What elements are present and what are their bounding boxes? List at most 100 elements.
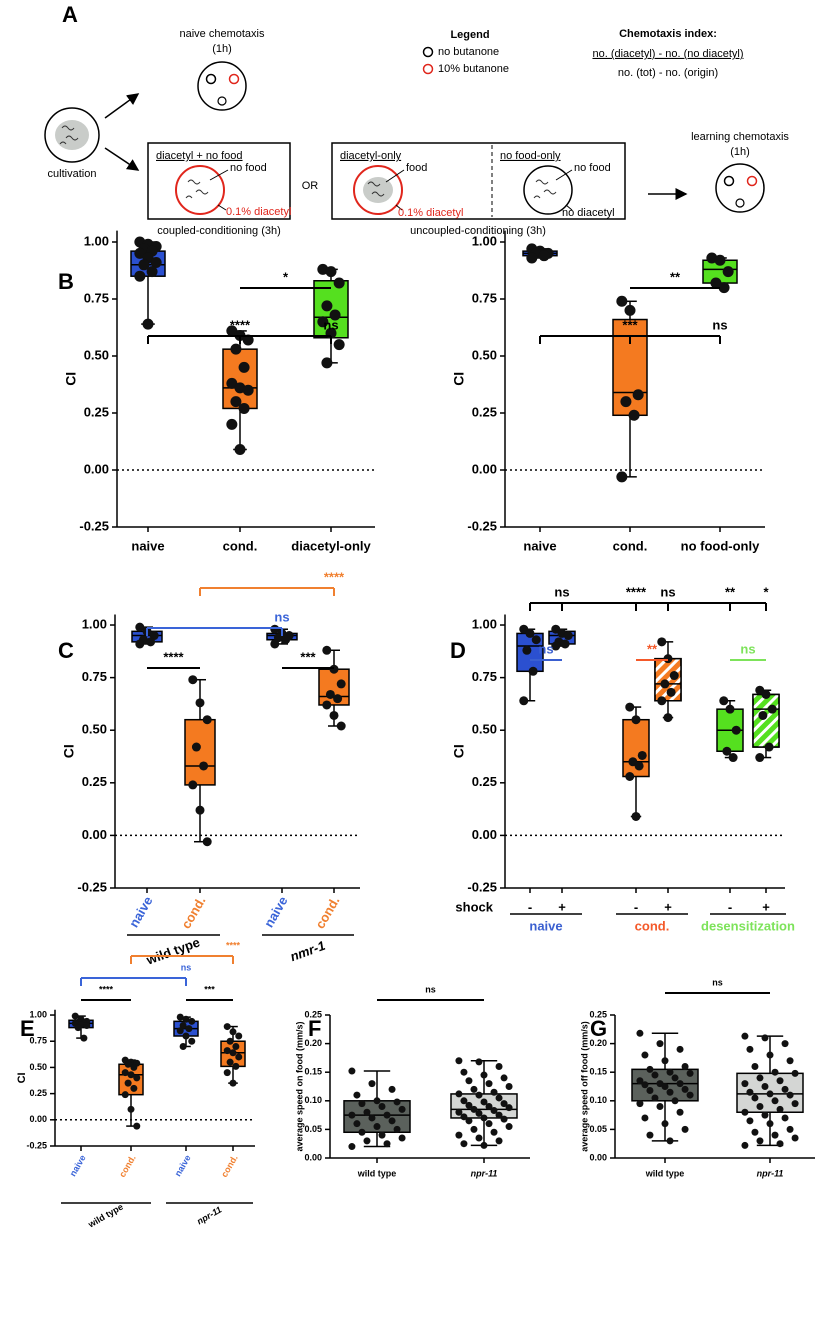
- y-axis-label: CI: [451, 744, 467, 758]
- point: [666, 1088, 674, 1096]
- legend-swatch: [422, 46, 434, 58]
- point: [636, 1077, 644, 1085]
- point: [751, 1128, 759, 1136]
- point: [776, 1105, 784, 1113]
- y-axis-label: CI: [16, 1072, 28, 1083]
- point: [490, 1107, 498, 1115]
- point: [671, 1074, 679, 1082]
- point: [761, 689, 771, 699]
- dish: [197, 61, 247, 111]
- y-tick-label: 0.25: [29, 1088, 47, 1098]
- point: [764, 742, 774, 752]
- point: [656, 1103, 664, 1111]
- point: [281, 635, 291, 645]
- x-tick-label: cond.: [219, 1153, 240, 1179]
- point: [146, 266, 158, 278]
- point: [202, 837, 212, 847]
- point: [725, 704, 735, 714]
- significance-label: ns: [740, 641, 755, 656]
- text: naive chemotaxis: [180, 28, 265, 40]
- spot: [205, 73, 217, 85]
- point: [669, 671, 679, 681]
- chart: B CI -0.25 0.00 0.25 0.50 0.75 1.00 naive cond. di…: [58, 230, 375, 553]
- point: [460, 1140, 468, 1148]
- point: [781, 1085, 789, 1093]
- significance-label: ns: [538, 641, 553, 656]
- point: [485, 1080, 493, 1088]
- point: [226, 1037, 234, 1045]
- point: [455, 1090, 463, 1098]
- group-label: nmr-1: [288, 938, 327, 964]
- x-row-label: shock: [455, 899, 493, 914]
- y-tick-label: 0.25: [589, 1009, 607, 1019]
- point: [681, 1125, 689, 1133]
- point: [150, 257, 162, 269]
- significance-label: ns: [181, 962, 192, 972]
- point: [135, 622, 145, 632]
- point: [641, 1114, 649, 1122]
- x-tick-label: +: [762, 899, 770, 914]
- y-tick-label: 0.05: [589, 1124, 607, 1134]
- point: [616, 295, 628, 307]
- point: [632, 389, 644, 401]
- text: OR: [302, 180, 319, 192]
- x-tick-label: +: [558, 899, 566, 914]
- point: [475, 1058, 483, 1066]
- x-tick-label: naive: [173, 1153, 193, 1178]
- point: [223, 1023, 231, 1031]
- point: [495, 1094, 503, 1102]
- x-tick-label: -: [728, 899, 732, 914]
- y-tick-label: -0.25: [26, 1140, 47, 1150]
- significance-label: ****: [230, 317, 251, 332]
- x-tick-label: naive: [261, 894, 291, 930]
- chart: D CI -0.25 0.00 0.25 0.50 0.75 1.00 - + - + - + shock n…: [450, 584, 795, 933]
- significance-label: ***: [300, 649, 316, 664]
- point: [485, 1120, 493, 1128]
- point: [657, 696, 667, 706]
- point: [455, 1131, 463, 1139]
- point: [333, 694, 343, 704]
- point: [134, 247, 146, 259]
- x-tick-label: cond.: [613, 538, 648, 553]
- panel-label: D: [450, 638, 466, 663]
- point: [229, 1049, 237, 1057]
- point: [353, 1091, 361, 1099]
- point: [500, 1100, 508, 1108]
- text: no food: [574, 162, 611, 174]
- y-tick-label: 0.75: [84, 290, 109, 305]
- point: [226, 418, 238, 430]
- y-tick-label: 0.10: [304, 1095, 322, 1105]
- point: [325, 266, 337, 278]
- x-tick-label: cond.: [178, 894, 208, 932]
- x-tick-label: no food-only: [681, 538, 760, 553]
- point: [525, 628, 535, 638]
- point: [519, 696, 529, 706]
- pointer: [555, 169, 573, 181]
- point: [751, 1094, 759, 1102]
- spot: [735, 198, 745, 208]
- point: [666, 1137, 674, 1145]
- y-tick-label: 0.15: [304, 1067, 322, 1077]
- dish: [715, 163, 765, 213]
- y-tick-label: 0.25: [304, 1009, 322, 1019]
- panel-label: G: [590, 1016, 607, 1041]
- y-tick-label: 0.50: [84, 347, 109, 362]
- text: food: [406, 162, 427, 174]
- x-tick-label: cond.: [223, 538, 258, 553]
- text: no food-only: [500, 150, 561, 162]
- point: [625, 771, 635, 781]
- x-tick-label: naive: [131, 538, 164, 553]
- point: [182, 1032, 190, 1040]
- point: [234, 443, 246, 455]
- point: [767, 704, 777, 714]
- y-tick-label: 0.00: [589, 1152, 607, 1162]
- x-tick-label: cond.: [312, 894, 342, 932]
- y-axis-label: average speed off food (mm/s): [579, 1021, 589, 1152]
- point: [651, 1071, 659, 1079]
- pointer: [217, 204, 227, 211]
- point: [188, 1037, 196, 1045]
- box: [184, 718, 216, 786]
- group-label: wild type: [86, 1201, 125, 1229]
- point: [505, 1083, 513, 1090]
- y-tick-label: 0.00: [472, 461, 497, 476]
